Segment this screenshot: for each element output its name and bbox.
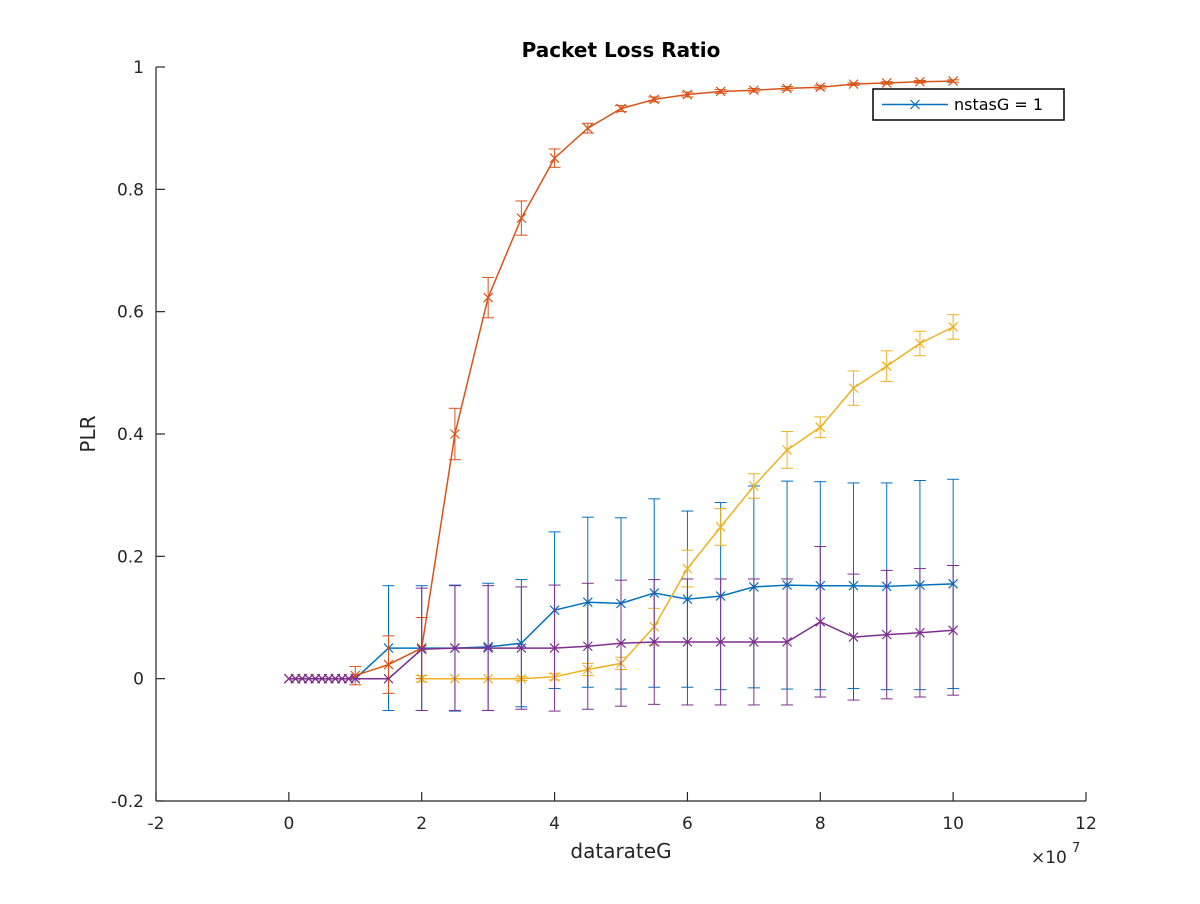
x-tick-label: 6 <box>682 814 693 834</box>
data-point <box>516 643 527 654</box>
data-point <box>383 659 394 670</box>
data-point <box>383 673 394 684</box>
data-point <box>616 103 626 114</box>
x-tick-label: 12 <box>1075 814 1097 834</box>
data-point <box>549 153 560 164</box>
data-point <box>881 629 892 640</box>
data-point <box>649 637 660 647</box>
x-tick-label: -2 <box>148 814 165 834</box>
data-point <box>483 643 494 654</box>
data-point <box>616 638 626 649</box>
data-point <box>416 644 427 655</box>
legend-swatch-marker <box>910 99 920 110</box>
y-tick-label: 1 <box>133 58 144 78</box>
data-point <box>682 563 693 574</box>
x-exponent-base: ×10 <box>1031 848 1067 868</box>
data-point <box>848 79 859 90</box>
x-tick-label: 10 <box>942 814 964 834</box>
data-point <box>715 522 726 532</box>
data-point <box>649 94 660 105</box>
data-point <box>549 643 560 654</box>
series-group <box>283 76 960 712</box>
data-point <box>582 123 593 134</box>
x-tick-label: 8 <box>815 814 826 834</box>
data-point <box>815 422 826 433</box>
data-point <box>782 637 792 647</box>
data-point <box>450 643 460 654</box>
legend-box <box>872 88 1065 121</box>
x-tick-label: 4 <box>549 814 560 834</box>
x-tick-label: 2 <box>416 814 427 834</box>
data-point <box>715 637 726 647</box>
axes: -2 0 2 4 6 8 10 12 -0.2 0 0.2 0.4 0.6 0.8 1 <box>111 58 1097 834</box>
data-point <box>782 83 792 94</box>
data-point <box>516 213 527 224</box>
data-point <box>350 673 361 684</box>
y-tick-label: 0.4 <box>117 425 144 445</box>
data-point <box>881 77 892 88</box>
y-axis-label: PLR <box>76 415 100 452</box>
data-point <box>815 616 826 627</box>
x-exponent-label: ×10 7 <box>1031 841 1080 868</box>
y-tick-label: 0.6 <box>117 303 144 323</box>
x-tick-label: 0 <box>283 814 294 834</box>
data-point <box>948 76 959 86</box>
x-exponent-power: 7 <box>1072 841 1080 856</box>
legend-entry-label: nstasG = 1 <box>954 95 1043 114</box>
x-axis-label: datarateG <box>570 839 671 863</box>
data-point <box>483 292 494 303</box>
data-point <box>881 361 892 372</box>
y-tick-label: 0 <box>133 670 144 690</box>
legend: nstasG = 1 <box>872 88 1065 121</box>
data-point <box>715 86 726 97</box>
data-point <box>948 322 959 332</box>
data-point <box>915 627 925 638</box>
data-point <box>915 338 925 349</box>
data-point <box>682 637 693 647</box>
chart-title: Packet Loss Ratio <box>522 38 721 62</box>
data-point <box>748 481 759 491</box>
y-tick-label: -0.2 <box>111 792 144 812</box>
data-point <box>848 632 859 642</box>
y-tick-label: 0.8 <box>117 180 144 200</box>
data-point <box>682 89 693 100</box>
series-3 <box>283 546 960 712</box>
data-point <box>450 429 460 439</box>
data-point <box>748 85 759 96</box>
data-point <box>582 641 593 652</box>
data-point <box>815 82 826 93</box>
data-point <box>748 637 759 647</box>
data-point <box>848 383 859 394</box>
data-point <box>782 444 792 455</box>
y-tick-label: 0.2 <box>117 547 144 567</box>
data-point <box>948 625 959 636</box>
data-point <box>915 76 925 87</box>
